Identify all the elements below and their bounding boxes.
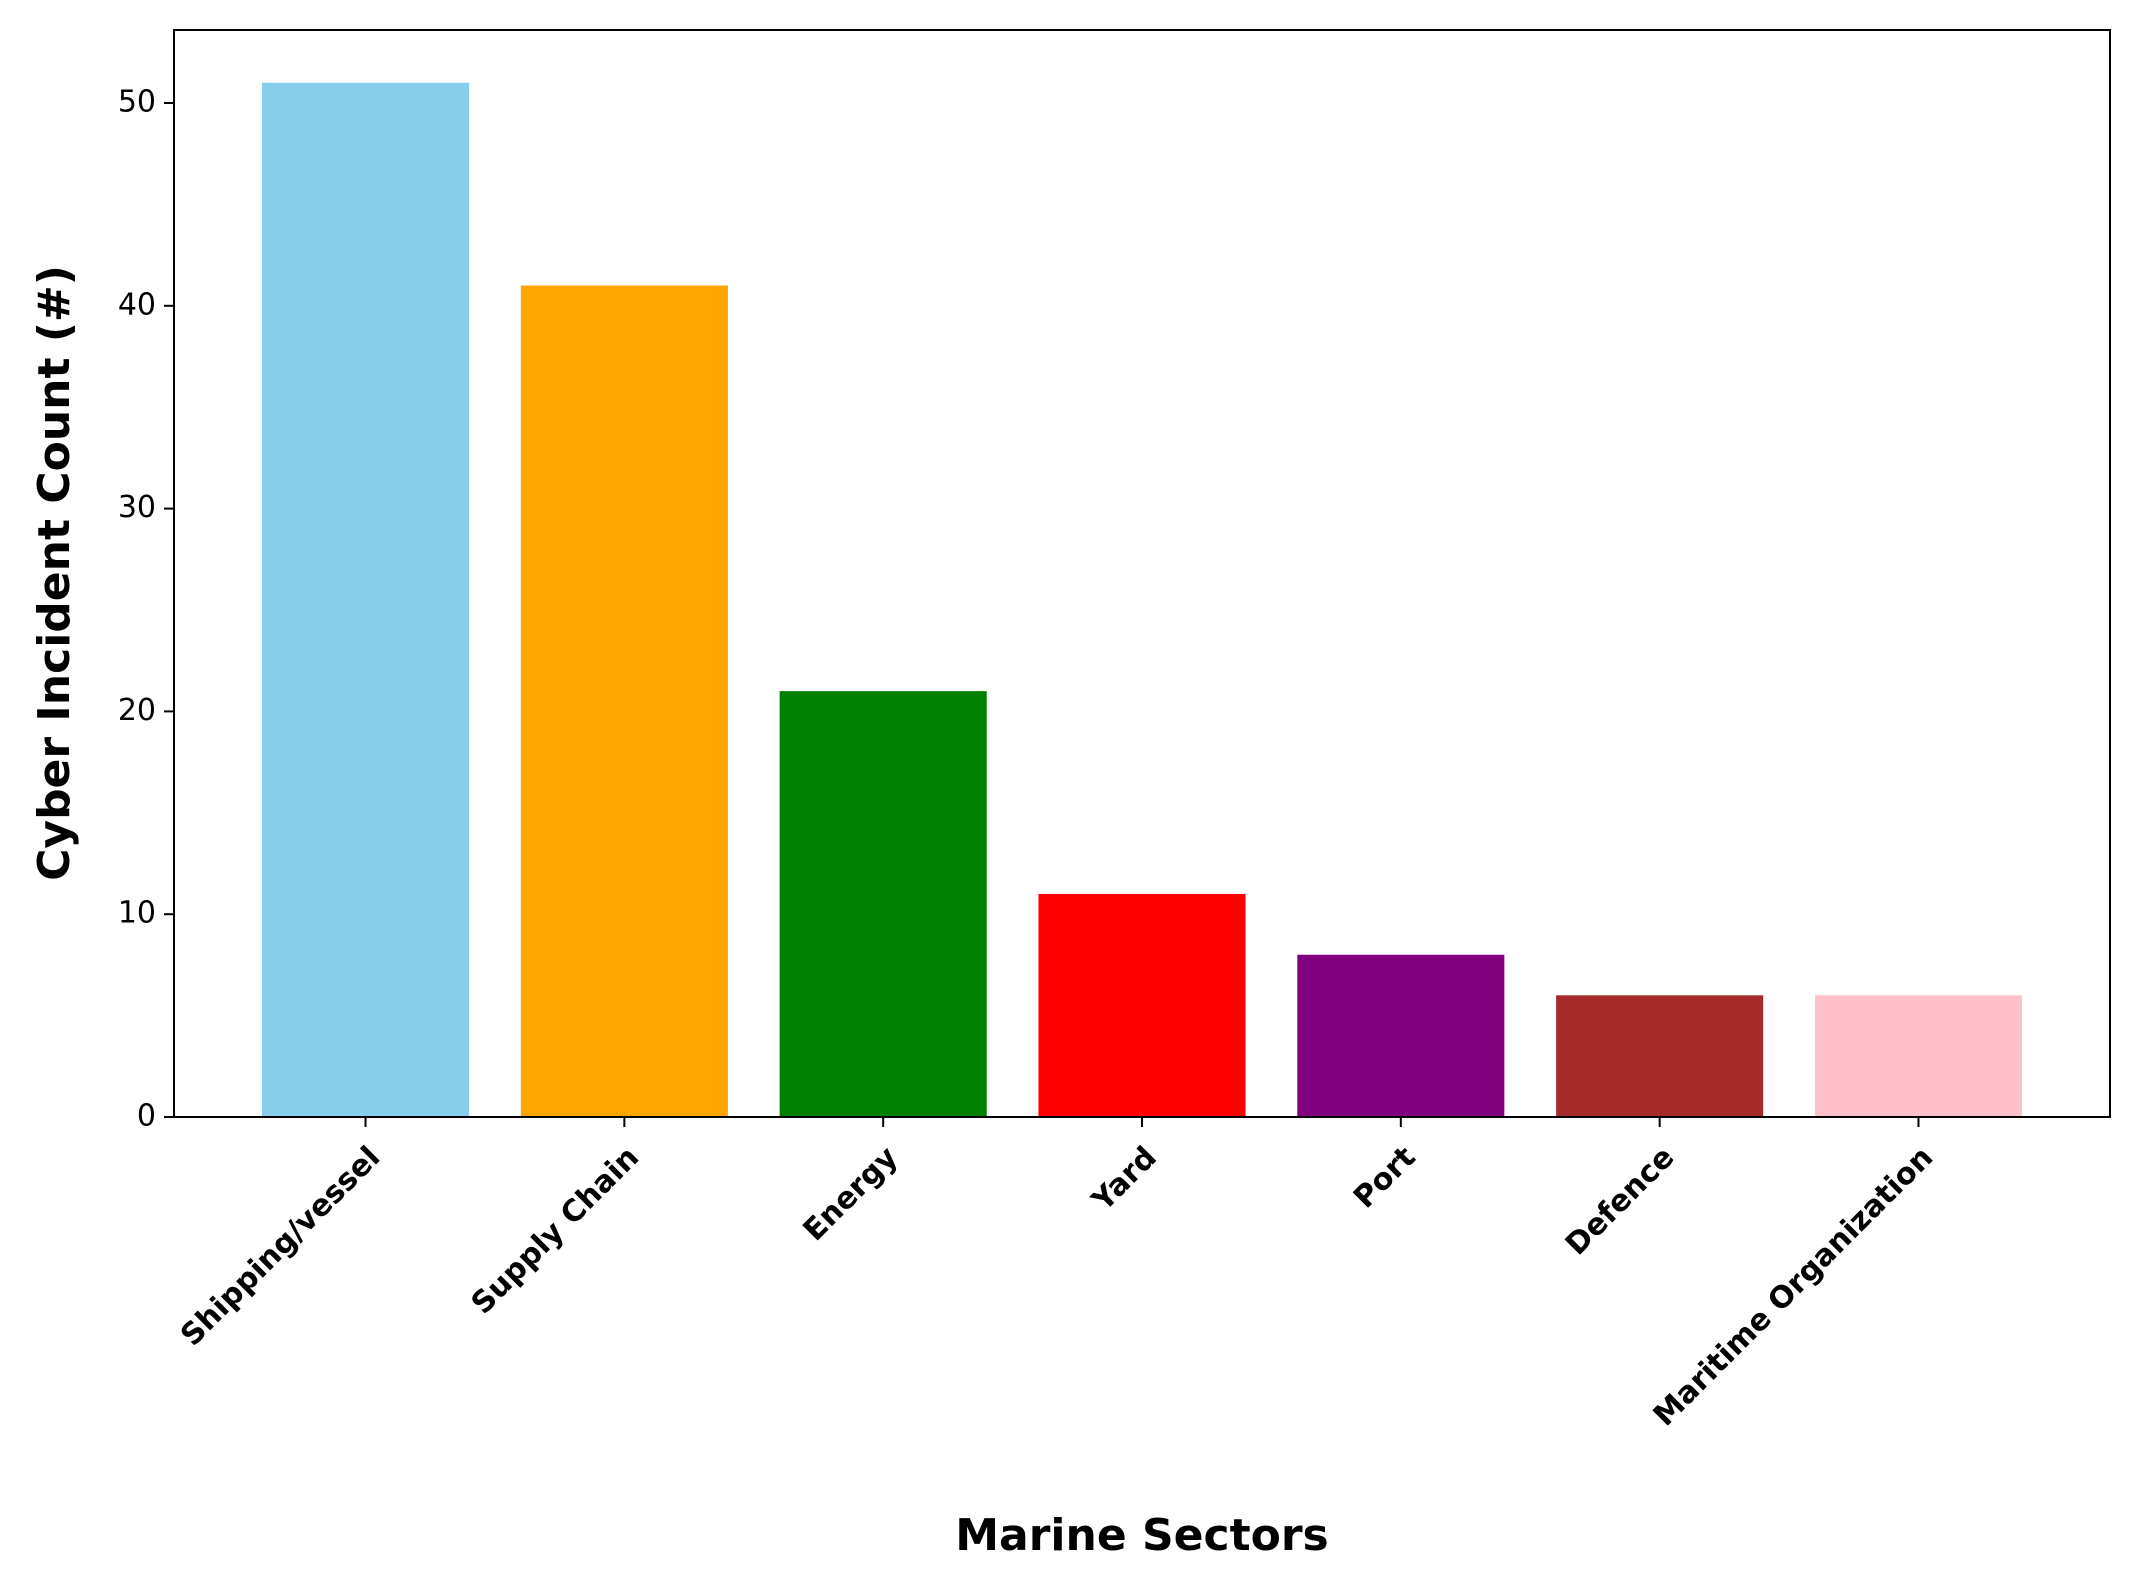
x-tick-label: Defence [1559, 1140, 1681, 1262]
y-tick-label: 0 [137, 1099, 156, 1134]
y-tick-label: 50 [118, 85, 156, 120]
bar [262, 82, 470, 1117]
bar [520, 285, 728, 1117]
x-axis-label: Marine Sectors [955, 1510, 1329, 1561]
y-tick-label: 10 [118, 896, 156, 931]
bar [1297, 954, 1505, 1117]
x-tick-label: Maritime Organization [1647, 1140, 1940, 1433]
bar [779, 691, 987, 1117]
y-axis-label: Cyber Incident Count (#) [29, 265, 80, 881]
y-tick-label: 30 [118, 490, 156, 525]
x-tick-label: Shipping/vessel [174, 1140, 387, 1353]
x-tick-label: Yard [1085, 1140, 1164, 1219]
y-tick-label: 40 [118, 287, 156, 322]
y-tick-label: 20 [118, 693, 156, 728]
x-tick-label: Port [1347, 1140, 1422, 1215]
bar [1556, 995, 1764, 1117]
bar [1814, 995, 2022, 1117]
x-tick-label: Energy [797, 1140, 906, 1249]
x-tick-label: Supply Chain [465, 1140, 646, 1321]
bar [1038, 893, 1246, 1117]
plot-frame [173, 29, 2111, 1118]
